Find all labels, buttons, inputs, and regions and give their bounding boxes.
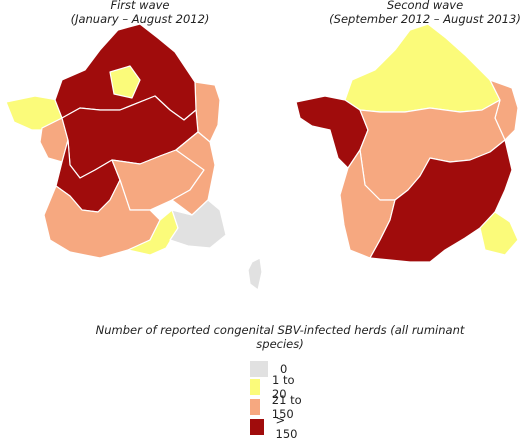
legend-label-mid: 21 to 150 xyxy=(271,393,302,421)
legend-item-high: > 150 xyxy=(250,413,302,441)
legend-swatch-high xyxy=(250,419,264,435)
legend-item-zero: 0 xyxy=(250,360,287,378)
region-south-west-1 xyxy=(43,179,161,259)
map1-title-block: First wave (January – August 2012) xyxy=(40,0,240,26)
legend-title: Number of reported congenital SBV-infect… xyxy=(95,323,465,351)
region-north-2 xyxy=(344,23,501,113)
region-paca-2 xyxy=(479,211,519,256)
legend-item-mid: 21 to 150 xyxy=(250,393,302,421)
region-idf-1 xyxy=(109,65,141,99)
legend-swatch-mid xyxy=(250,399,260,415)
map1-subtitle: (January – August 2012) xyxy=(70,12,210,26)
map-second-wave xyxy=(295,23,519,263)
map-first-wave xyxy=(5,23,263,291)
region-paca-1 xyxy=(169,199,227,249)
legend-label-low: 1 to 20 xyxy=(271,373,295,401)
map2-title: Second wave xyxy=(386,0,464,12)
map2-title-block: Second wave (September 2012 – August 201… xyxy=(325,0,525,26)
legend-label-zero: 0 xyxy=(280,362,288,376)
map1-title: First wave xyxy=(110,0,170,12)
legend-item-low: 1 to 20 xyxy=(250,373,295,401)
legend-swatch-zero xyxy=(250,361,268,377)
region-corsica-1 xyxy=(247,257,263,291)
legend-swatch-low xyxy=(250,379,260,395)
map2-subtitle: (September 2012 – August 2013) xyxy=(329,12,521,26)
